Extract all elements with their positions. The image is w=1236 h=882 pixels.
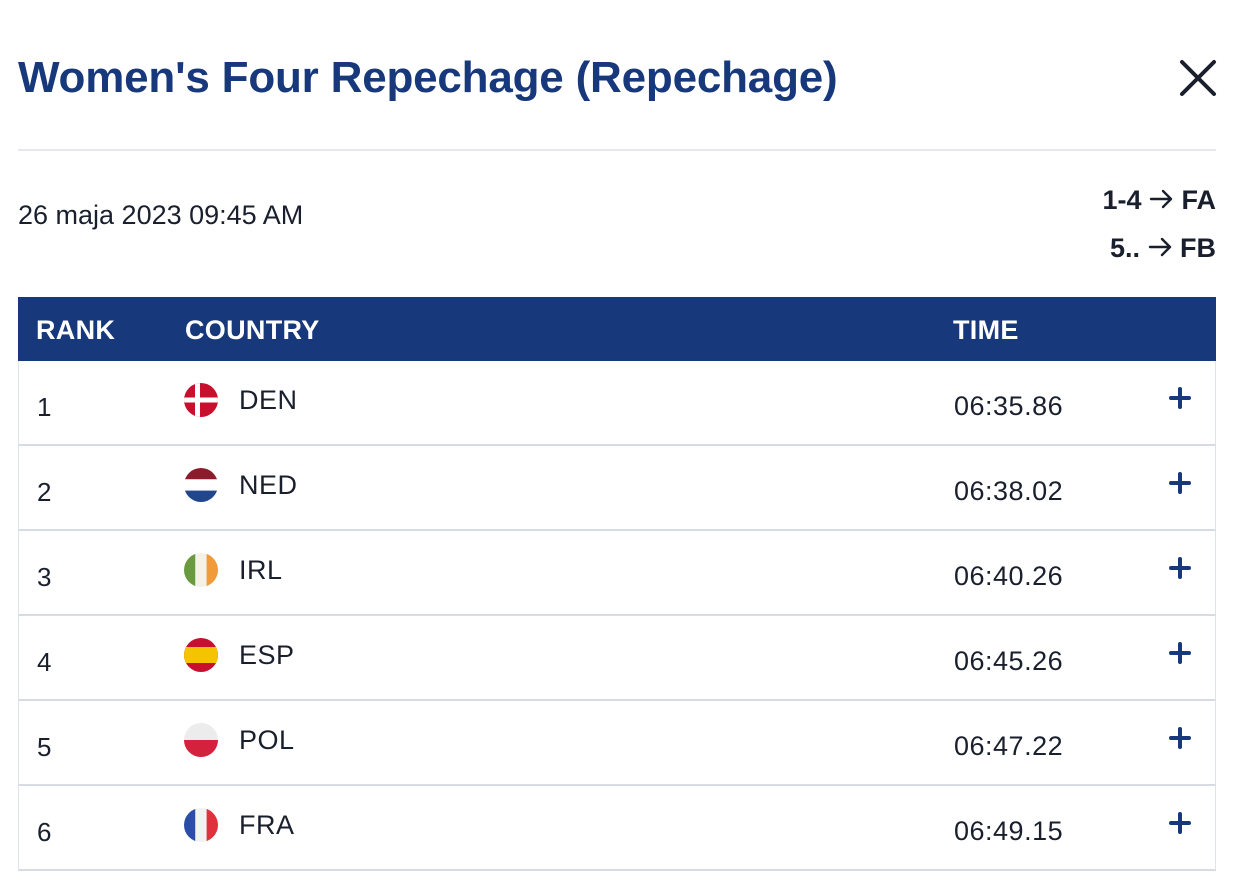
column-header-country: COUNTRY bbox=[185, 315, 320, 345]
rank-cell: 5 bbox=[37, 732, 52, 762]
country-cell: ESP bbox=[239, 640, 295, 670]
plus-icon bbox=[1169, 387, 1191, 409]
progression-target: FB bbox=[1180, 233, 1216, 263]
rank-cell: 4 bbox=[37, 647, 52, 677]
time-cell: 06:47.22 bbox=[954, 731, 1064, 761]
arrow-right-icon bbox=[1149, 176, 1175, 224]
results-table: RANK COUNTRY TIME 1 DEN 06:35.86 2 bbox=[18, 297, 1216, 871]
table-row[interactable]: 5 POL 06:47.22 bbox=[18, 701, 1216, 786]
progression-range: 1-4 bbox=[1102, 185, 1142, 215]
ireland-flag-icon bbox=[184, 553, 218, 587]
country-cell: POL bbox=[239, 725, 295, 755]
rank-cell: 2 bbox=[37, 477, 52, 507]
time-cell: 06:38.02 bbox=[954, 476, 1064, 506]
progression-rules: 1-4 FA 5.. FB bbox=[1102, 176, 1216, 272]
rank-cell: 1 bbox=[37, 392, 52, 422]
table-row[interactable]: 2 NED 06:38.02 bbox=[18, 446, 1216, 531]
plus-icon bbox=[1169, 557, 1191, 579]
table-row[interactable]: 6 FRA 06:49.15 bbox=[18, 786, 1216, 871]
expand-row-button[interactable] bbox=[1169, 557, 1191, 579]
table-row[interactable]: 3 IRL 06:40.26 bbox=[18, 531, 1216, 616]
table-header: RANK COUNTRY TIME bbox=[18, 297, 1216, 361]
time-cell: 06:45.26 bbox=[954, 646, 1064, 676]
progression-rule: 5.. FB bbox=[1102, 224, 1216, 272]
table-row[interactable]: 4 ESP 06:45.26 bbox=[18, 616, 1216, 701]
time-cell: 06:40.26 bbox=[954, 561, 1064, 591]
column-header-time: TIME bbox=[953, 315, 1019, 345]
time-cell: 06:49.15 bbox=[954, 816, 1064, 846]
country-cell: DEN bbox=[239, 385, 298, 415]
netherlands-flag-icon bbox=[184, 468, 218, 502]
expand-row-button[interactable] bbox=[1169, 387, 1191, 409]
plus-icon bbox=[1169, 727, 1191, 749]
country-cell: IRL bbox=[239, 555, 283, 585]
plus-icon bbox=[1169, 472, 1191, 494]
country-cell: FRA bbox=[239, 810, 295, 840]
country-cell: NED bbox=[239, 470, 298, 500]
time-cell: 06:35.86 bbox=[954, 391, 1064, 421]
expand-row-button[interactable] bbox=[1169, 472, 1191, 494]
poland-flag-icon bbox=[184, 723, 218, 757]
close-button[interactable] bbox=[1176, 56, 1220, 100]
rank-cell: 6 bbox=[37, 817, 52, 847]
spain-flag-icon bbox=[184, 638, 218, 672]
header-divider bbox=[18, 149, 1216, 151]
column-header-rank: RANK bbox=[36, 315, 116, 345]
progression-range: 5.. bbox=[1109, 233, 1140, 263]
race-datetime: 26 maja 2023 09:45 AM bbox=[18, 200, 304, 230]
france-flag-icon bbox=[184, 808, 218, 842]
progression-target: FA bbox=[1181, 185, 1216, 215]
table-row[interactable]: 1 DEN 06:35.86 bbox=[18, 361, 1216, 446]
denmark-flag-icon bbox=[184, 383, 218, 417]
expand-row-button[interactable] bbox=[1169, 727, 1191, 749]
arrow-right-icon bbox=[1148, 224, 1174, 272]
expand-row-button[interactable] bbox=[1169, 812, 1191, 834]
progression-rule: 1-4 FA bbox=[1102, 176, 1216, 224]
plus-icon bbox=[1169, 642, 1191, 664]
expand-row-button[interactable] bbox=[1169, 642, 1191, 664]
rank-cell: 3 bbox=[37, 562, 52, 592]
close-icon bbox=[1180, 60, 1216, 96]
plus-icon bbox=[1169, 812, 1191, 834]
page-title: Women's Four Repechage (Repechage) bbox=[18, 53, 838, 102]
